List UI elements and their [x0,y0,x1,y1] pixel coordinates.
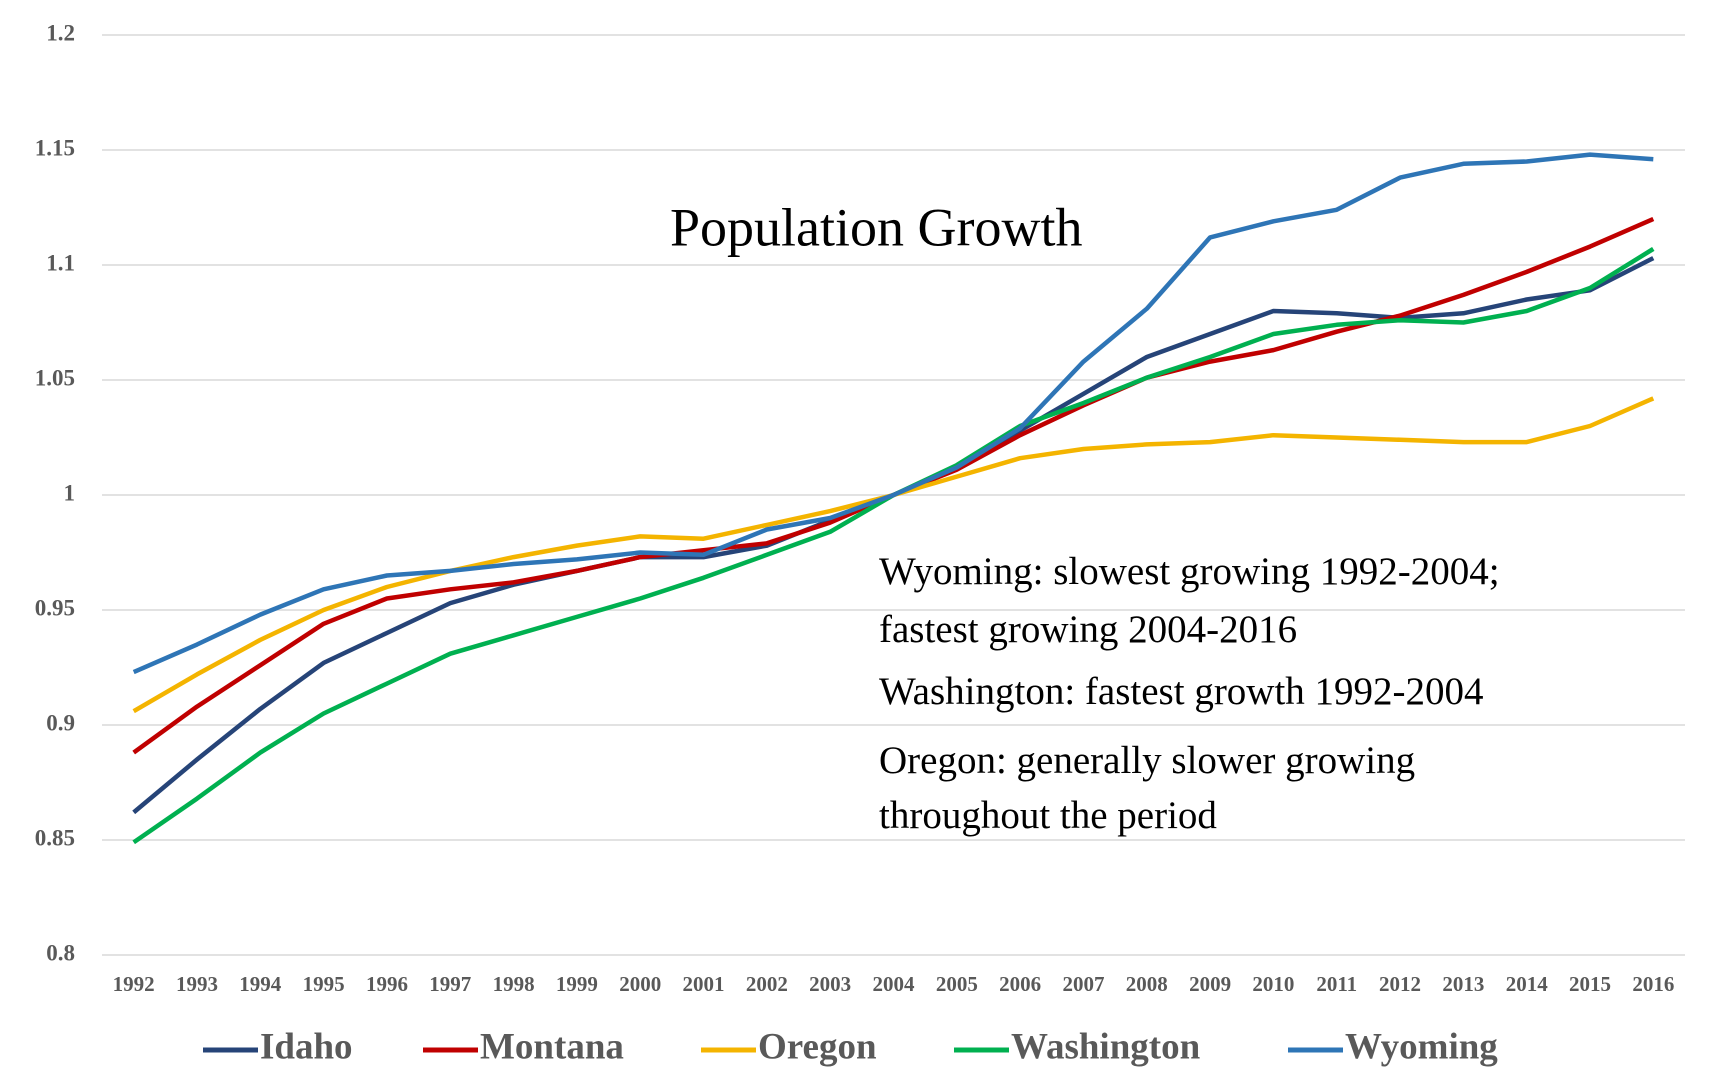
x-tick-label: 2009 [1189,972,1231,996]
x-tick-label: 2007 [1062,972,1104,996]
legend-label: Washington [1011,1026,1201,1067]
x-tick-label: 1994 [239,972,282,996]
y-tick-label: 0.9 [46,710,75,735]
y-tick-label: 0.8 [46,940,75,965]
x-tick-label: 2012 [1379,972,1421,996]
x-tick-label: 2011 [1316,972,1357,996]
y-tick-label: 1.1 [46,250,75,275]
x-tick-label: 1993 [176,972,218,996]
x-tick-label: 1992 [113,972,155,996]
legend-label: Wyoming [1345,1026,1498,1067]
y-tick-label: 1.15 [35,135,75,160]
x-tick-label: 2010 [1252,972,1294,996]
x-tick-label: 2015 [1569,972,1611,996]
legend-label: Idaho [260,1026,353,1067]
x-tick-label: 2013 [1442,972,1484,996]
x-tick-label: 2008 [1126,972,1168,996]
y-tick-label: 1.2 [46,20,75,45]
annotation: Oregon: generally slower growing [879,739,1415,782]
annotation: throughout the period [879,794,1217,837]
legend-label: Montana [480,1026,624,1067]
x-tick-label: 2000 [619,972,661,996]
y-tick-label: 1.05 [35,365,75,390]
x-tick-label: 1996 [366,972,408,996]
annotation: Wyoming: slowest growing 1992-2004; [879,550,1500,593]
x-tick-label: 1997 [429,972,471,996]
x-tick-label: 2016 [1632,972,1674,996]
x-tick-label: 2003 [809,972,851,996]
annotation: Washington: fastest growth 1992-2004 [879,670,1484,713]
chart-title: Population Growth [670,197,1083,257]
x-tick-label: 1998 [493,972,535,996]
x-tick-label: 2014 [1506,972,1549,996]
x-tick-label: 2001 [683,972,725,996]
annotation: fastest growing 2004-2016 [879,608,1297,651]
x-tick-label: 2006 [999,972,1041,996]
y-tick-label: 1 [64,480,76,505]
legend-label: Oregon [758,1026,877,1067]
y-tick-label: 0.95 [35,595,75,620]
x-tick-label: 2004 [873,972,916,996]
x-tick-label: 2005 [936,972,978,996]
y-tick-label: 0.85 [35,825,75,850]
series-line [132,152,1654,675]
series-line [132,256,1655,815]
x-tick-label: 1999 [556,972,598,996]
x-tick-label: 2002 [746,972,788,996]
x-tick-label: 1995 [303,972,345,996]
